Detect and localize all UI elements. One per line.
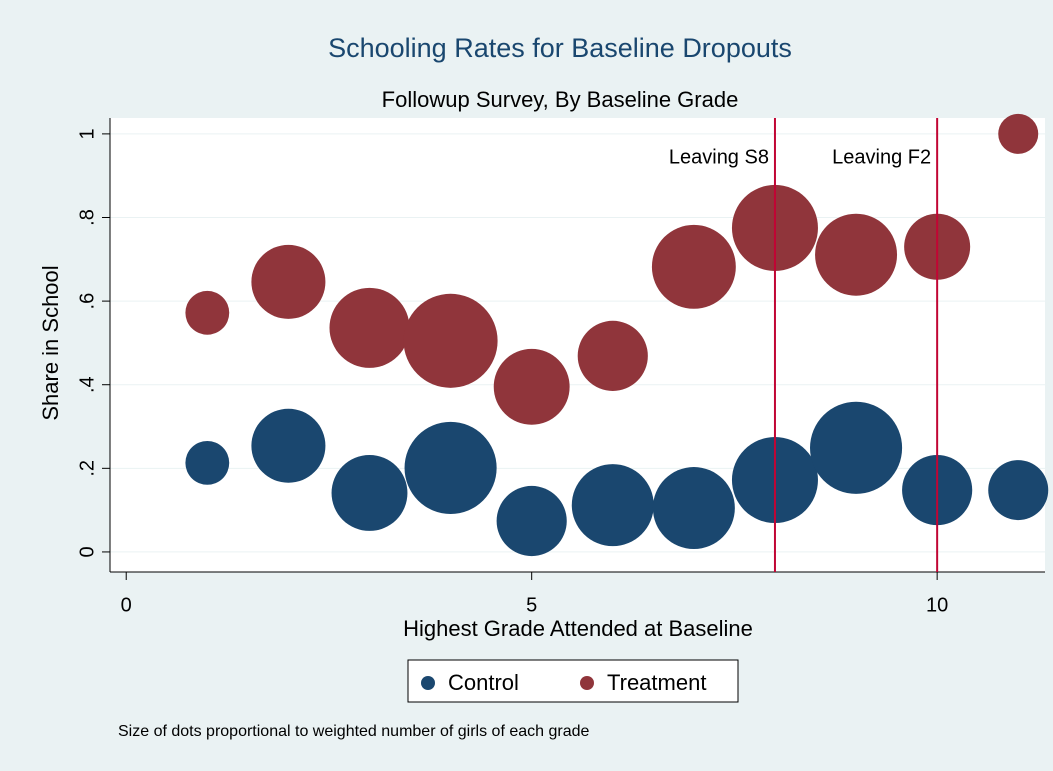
- x-tick-label: 0: [121, 594, 132, 616]
- y-tick-label: .8: [76, 209, 98, 226]
- y-axis-label: Share in School: [38, 265, 63, 420]
- bubble: [331, 455, 408, 531]
- chart-subtitle: Followup Survey, By Baseline Grade: [382, 87, 739, 112]
- bubble: [251, 408, 326, 483]
- x-axis-label: Highest Grade Attended at Baseline: [403, 616, 753, 641]
- legend-box: [407, 659, 739, 703]
- bubble: [496, 485, 567, 557]
- bubble: [251, 244, 326, 319]
- bubble: [651, 224, 736, 309]
- y-tick-label: 0: [76, 546, 98, 557]
- y-tick-label: .6: [76, 293, 98, 310]
- y-tick-label: .4: [76, 376, 98, 393]
- y-tick-label: .2: [76, 460, 98, 477]
- x-tick-label: 10: [926, 594, 948, 616]
- legend-label: Treatment: [607, 670, 706, 695]
- bubble: [185, 290, 230, 335]
- bubble: [329, 287, 410, 368]
- bubble: [185, 440, 230, 485]
- bubble: [403, 293, 498, 388]
- bubble: [404, 421, 497, 514]
- reference-label: Leaving S8: [669, 146, 769, 168]
- x-tick-label: 5: [526, 594, 537, 616]
- note: Size of dots proportional to weighted nu…: [118, 723, 589, 740]
- bubble: [652, 467, 735, 550]
- legend-marker: [421, 676, 435, 690]
- bubble: [988, 460, 1049, 521]
- reference-label: Leaving F2: [832, 146, 931, 168]
- y-tick-label: 1: [76, 128, 98, 139]
- chart-title: Schooling Rates for Baseline Dropouts: [328, 33, 792, 63]
- bubble: [998, 113, 1039, 154]
- legend-marker: [580, 676, 594, 690]
- bubble: [493, 348, 570, 425]
- bubble: [810, 401, 903, 494]
- legend-label: Control: [448, 670, 519, 695]
- bubble: [577, 320, 648, 391]
- bubble: [571, 464, 654, 547]
- bubble: [815, 213, 898, 296]
